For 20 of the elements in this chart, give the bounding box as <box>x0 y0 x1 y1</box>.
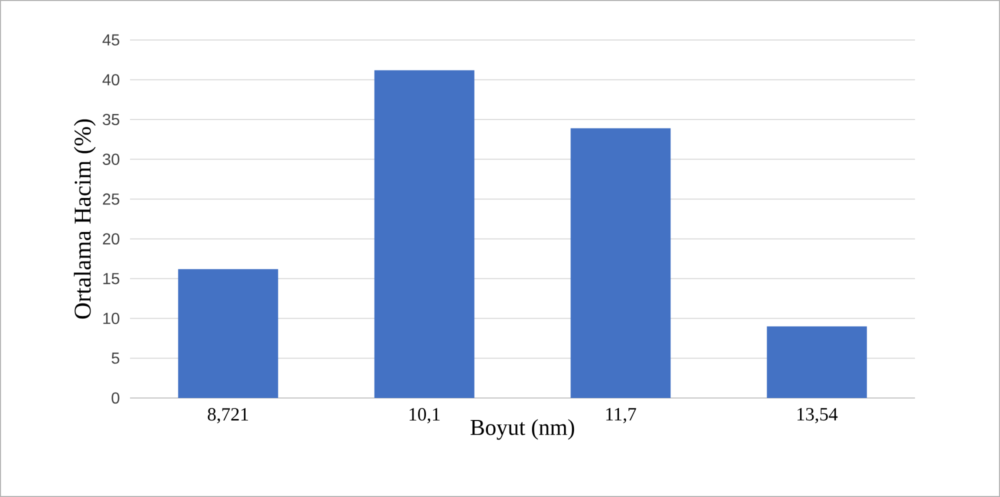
x-tick-label: 11,7 <box>606 408 636 424</box>
y-tick-label: 5 <box>112 352 120 364</box>
bar <box>374 70 474 398</box>
y-tick-label: 30 <box>102 154 120 165</box>
bar <box>178 269 278 398</box>
y-tick-label: 20 <box>102 233 120 245</box>
x-axis-title: Boyut (nm) <box>470 419 574 440</box>
y-tick-label: 0 <box>112 392 120 404</box>
x-tick-label: 10,1 <box>410 408 440 424</box>
bar <box>766 326 867 398</box>
y-tick-label: 25 <box>102 193 120 205</box>
y-tick-label: 45 <box>102 34 120 46</box>
y-tick-label: 40 <box>102 74 120 86</box>
x-tick-label: 8,721 <box>208 408 248 424</box>
y-tick-label: 15 <box>103 273 120 284</box>
y-tick-label: 35 <box>102 114 120 126</box>
x-tick-label: 13,54 <box>798 408 838 424</box>
bar <box>570 128 671 398</box>
y-axis-title: Ortalama Hacim (%) <box>74 119 96 319</box>
y-tick-label: 10 <box>103 312 120 324</box>
